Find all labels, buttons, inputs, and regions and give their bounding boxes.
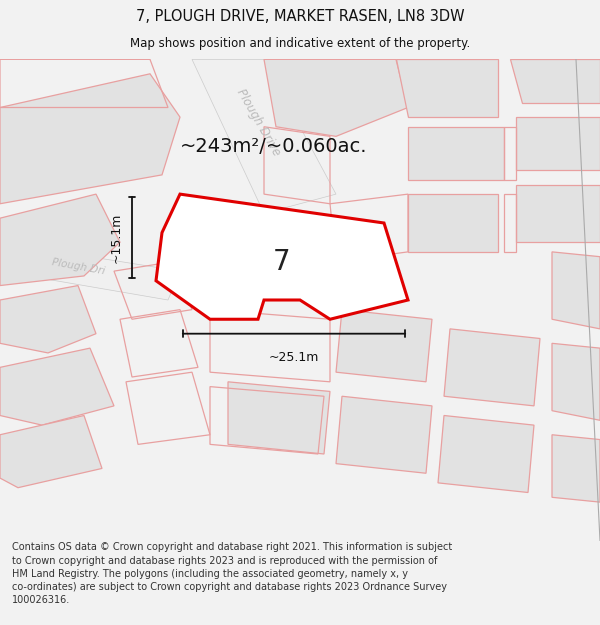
- Polygon shape: [192, 59, 336, 213]
- Text: ~243m²/~0.060ac.: ~243m²/~0.060ac.: [180, 136, 367, 156]
- Polygon shape: [0, 348, 114, 425]
- Text: Plough Drive: Plough Drive: [233, 86, 283, 158]
- Polygon shape: [444, 329, 540, 406]
- Text: Map shows position and indicative extent of the property.: Map shows position and indicative extent…: [130, 37, 470, 50]
- Polygon shape: [228, 382, 330, 454]
- Polygon shape: [510, 59, 600, 102]
- Polygon shape: [408, 194, 498, 252]
- Polygon shape: [156, 194, 408, 319]
- Polygon shape: [0, 74, 180, 204]
- Text: 7, PLOUGH DRIVE, MARKET RASEN, LN8 3DW: 7, PLOUGH DRIVE, MARKET RASEN, LN8 3DW: [136, 9, 464, 24]
- Text: Plough Dri: Plough Dri: [50, 257, 106, 276]
- Polygon shape: [228, 213, 378, 291]
- Polygon shape: [0, 416, 102, 488]
- Text: ~15.1m: ~15.1m: [110, 213, 123, 262]
- Polygon shape: [396, 59, 498, 117]
- Polygon shape: [336, 396, 432, 473]
- Polygon shape: [552, 343, 600, 420]
- Polygon shape: [0, 286, 96, 353]
- Polygon shape: [336, 309, 432, 382]
- Polygon shape: [516, 117, 600, 170]
- Polygon shape: [438, 416, 534, 492]
- Polygon shape: [264, 59, 408, 136]
- Text: 7: 7: [273, 248, 291, 276]
- Polygon shape: [0, 194, 120, 286]
- Text: ~25.1m: ~25.1m: [269, 351, 319, 364]
- Text: Contains OS data © Crown copyright and database right 2021. This information is : Contains OS data © Crown copyright and d…: [12, 542, 452, 605]
- Polygon shape: [0, 242, 180, 300]
- Polygon shape: [516, 184, 600, 242]
- Polygon shape: [552, 435, 600, 502]
- Polygon shape: [552, 252, 600, 329]
- Polygon shape: [408, 127, 504, 180]
